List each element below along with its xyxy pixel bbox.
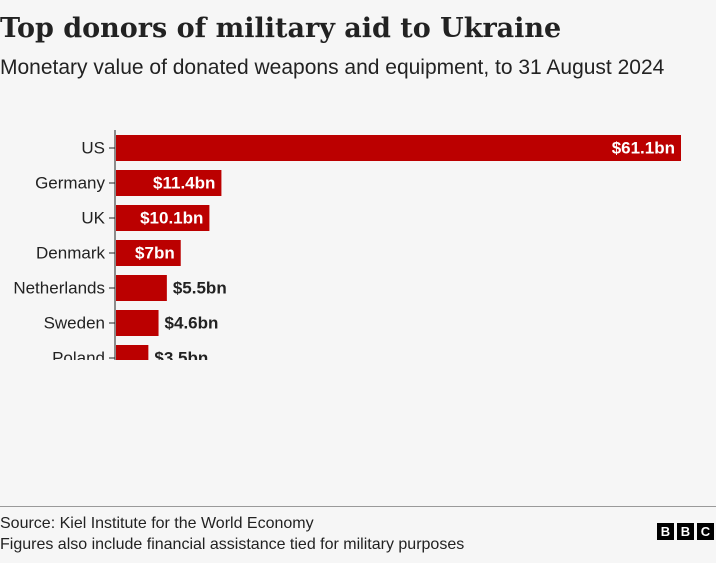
chart-title: Top donors of military aid to Ukraine — [0, 13, 562, 44]
bar — [116, 240, 181, 266]
category-label: UK — [81, 209, 105, 228]
category-label: Sweden — [44, 314, 105, 333]
bbc-logo: B B C — [657, 523, 714, 540]
category-label: Poland — [52, 349, 105, 361]
value-label: $4.6bn — [165, 314, 219, 333]
value-label: $5.5bn — [173, 279, 227, 298]
value-label: $11.4bn — [153, 174, 215, 193]
bar — [116, 275, 167, 301]
bar — [116, 170, 222, 196]
bbc-logo-letter: B — [657, 523, 674, 540]
value-label: $7bn — [135, 244, 175, 263]
bar — [116, 345, 149, 360]
bar — [116, 205, 210, 231]
category-label: US — [81, 139, 105, 158]
footnote: Figures also include financial assistanc… — [0, 536, 465, 553]
category-label: Denmark — [36, 244, 105, 263]
value-label: $61.1bn — [612, 139, 675, 158]
value-label: $10.1bn — [140, 209, 203, 228]
source-note: Source: Kiel Institute for the World Eco… — [0, 515, 314, 532]
chart-subtitle: Monetary value of donated weapons and eq… — [0, 56, 665, 79]
bar — [116, 310, 159, 336]
bar — [116, 135, 681, 161]
footer-divider — [0, 506, 716, 507]
category-label: Germany — [35, 174, 105, 193]
value-label: $3.5bn — [154, 349, 208, 361]
bbc-logo-letter: B — [677, 523, 694, 540]
bbc-logo-letter: C — [697, 523, 714, 540]
bar-chart: US $61.1bn Germany $11.4bn UK $10.1bn Denmark $… — [13, 130, 681, 361]
category-label: Netherlands — [13, 279, 105, 298]
